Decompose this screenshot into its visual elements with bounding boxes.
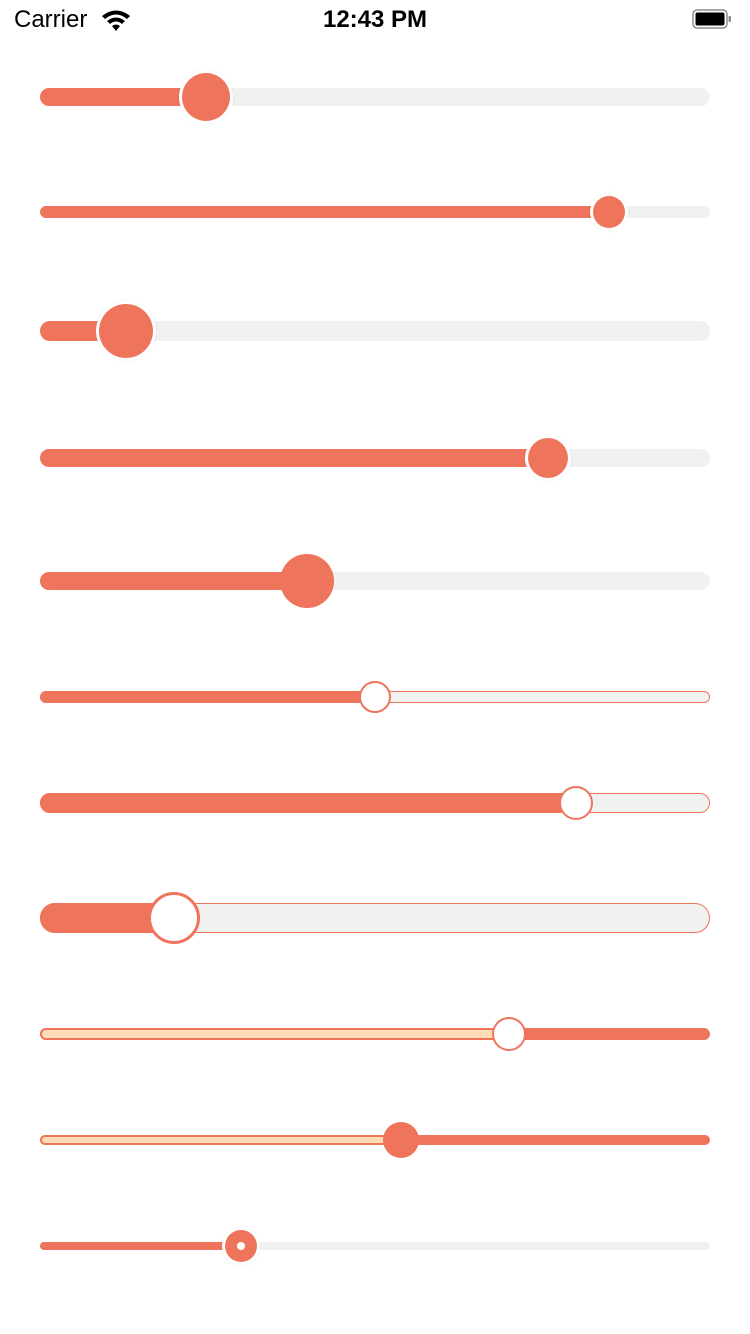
slider-thumb[interactable] <box>280 554 335 608</box>
slider-fill <box>40 449 548 467</box>
wifi-icon <box>102 10 130 31</box>
slider-thumb[interactable] <box>492 1017 526 1051</box>
slider-2[interactable] <box>40 196 710 228</box>
slider-9[interactable] <box>40 1017 710 1051</box>
slider-7[interactable] <box>40 786 710 820</box>
thumb-center-dot <box>237 1242 245 1250</box>
slider-6[interactable] <box>40 681 710 713</box>
slider-thumb[interactable] <box>592 196 625 228</box>
slider-11[interactable] <box>40 1230 710 1262</box>
slider-thumb[interactable] <box>527 438 568 478</box>
slider-5[interactable] <box>40 554 710 608</box>
slider-thumb[interactable] <box>98 304 153 358</box>
slider-thumb[interactable] <box>182 73 231 121</box>
slider-8[interactable] <box>40 892 710 944</box>
battery-icon <box>692 9 731 29</box>
slider-thumb[interactable] <box>383 1122 420 1158</box>
slider-fill <box>40 691 375 703</box>
slider-fill <box>40 1135 402 1145</box>
slider-fill <box>40 206 609 218</box>
slider-thumb[interactable] <box>359 681 391 713</box>
slider-fill <box>40 88 207 106</box>
slider-fill <box>40 1242 241 1250</box>
slider-3[interactable] <box>40 304 710 358</box>
slider-4[interactable] <box>40 438 710 478</box>
slider-10[interactable] <box>40 1122 710 1158</box>
slider-track[interactable] <box>40 321 710 341</box>
slider-thumb[interactable] <box>225 1230 257 1262</box>
carrier-label: Carrier <box>14 6 88 33</box>
slider-track[interactable] <box>40 1242 710 1250</box>
clock-time: 12:43 PM <box>322 6 428 33</box>
slider-fill <box>40 793 576 813</box>
status-bar: Carrier 12:43 PM <box>0 0 750 40</box>
slider-fill <box>40 572 308 590</box>
slider-fill <box>40 1028 509 1040</box>
slider-1[interactable] <box>40 73 710 121</box>
slider-thumb[interactable] <box>559 786 593 820</box>
slider-thumb[interactable] <box>148 892 200 944</box>
